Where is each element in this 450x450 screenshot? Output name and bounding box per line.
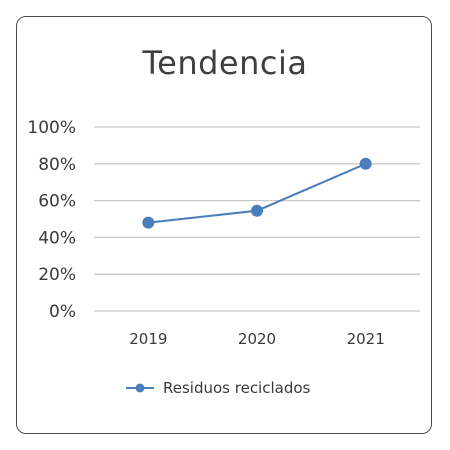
- y-tick-label: 100%: [27, 118, 76, 138]
- data-point: [142, 216, 155, 229]
- chart-title: Tendencia: [142, 44, 308, 82]
- y-tick-label: 20%: [38, 265, 76, 285]
- gridlines: [94, 126, 420, 312]
- x-tick-label: 2021: [347, 330, 385, 348]
- y-tick-label: 40%: [38, 228, 76, 248]
- data-point: [359, 157, 372, 170]
- x-tick-label: 2019: [129, 330, 167, 348]
- legend-marker: [135, 383, 145, 393]
- x-axis-ticks: 2019 2020 2021: [129, 330, 385, 348]
- series-group: [142, 157, 372, 229]
- x-tick-label: 2020: [238, 330, 276, 348]
- legend: Residuos reciclados: [126, 379, 311, 397]
- chart-card: [16, 16, 432, 434]
- y-tick-label: 80%: [38, 155, 76, 175]
- data-point: [251, 204, 263, 217]
- y-axis-ticks: 0% 20% 40% 60% 80% 100%: [27, 118, 76, 322]
- legend-label: Residuos reciclados: [163, 379, 311, 397]
- y-tick-label: 60%: [38, 192, 76, 212]
- y-tick-label: 0%: [49, 302, 76, 322]
